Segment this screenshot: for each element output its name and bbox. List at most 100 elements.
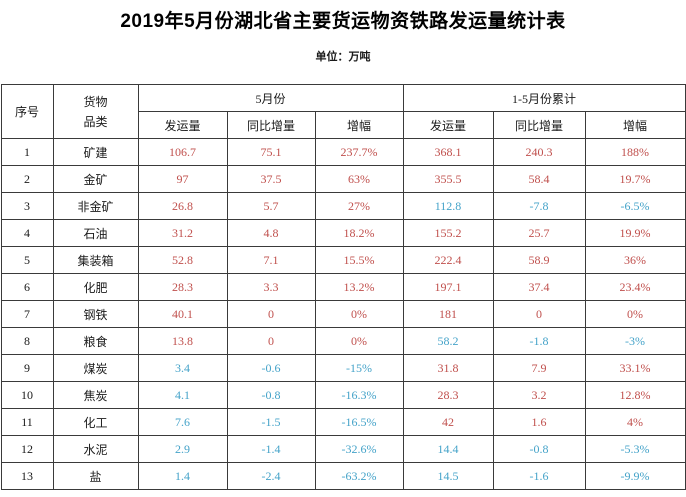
table-row: 9 煤炭 3.4 -0.6 -15% 31.8 7.9 33.1% [0,354,686,382]
cell-index: 4 [0,219,54,247]
cell-may-shipment: 106.7 [137,138,228,166]
cell-cum-growth: 19.9% [584,219,686,247]
cell-may-yoy: 0 [226,300,316,328]
cell-may-shipment: 1.4 [137,462,228,490]
cell-category: 焦炭 [52,381,139,409]
cell-cum-growth: 19.7% [584,165,686,193]
header-category: 货物 品类 [52,84,139,139]
cell-cum-growth: 12.8% [584,381,686,409]
cell-cum-growth: 4% [584,408,686,436]
cell-cum-shipment: 181 [402,300,494,328]
cell-cum-shipment: 222.4 [402,246,494,274]
cell-may-yoy: 75.1 [226,138,316,166]
cell-may-growth: 0% [314,327,404,355]
cell-category: 集装箱 [52,246,139,274]
header-category-line2: 品类 [83,114,108,129]
table-row: 3 非金矿 26.8 5.7 27% 112.8 -7.8 -6.5% [0,192,686,220]
cell-index: 9 [0,354,54,382]
cell-cum-yoy: -1.6 [492,462,586,490]
cell-may-growth: 0% [314,300,404,328]
cell-category: 钢铁 [52,300,139,328]
cell-cum-growth: 0% [584,300,686,328]
cell-cum-growth: 188% [584,138,686,166]
table-row: 11 化工 7.6 -1.5 -16.5% 42 1.6 4% [0,408,686,436]
header-may-shipment: 发运量 [137,111,228,139]
cell-category: 化工 [52,408,139,436]
table-row: 10 焦炭 4.1 -0.8 -16.3% 28.3 3.2 12.8% [0,381,686,409]
header-may-yoy: 同比增量 [226,111,316,139]
cell-cum-growth: -9.9% [584,462,686,490]
header-row-subcolumns: 发运量 同比增量 增幅 发运量 同比增量 增幅 [1,111,686,139]
table-row: 8 粮食 13.8 0 0% 58.2 -1.8 -3% [0,327,686,355]
cell-cum-shipment: 197.1 [402,273,494,301]
cell-may-growth: -16.3% [314,381,404,409]
cell-cum-yoy: 0 [492,300,586,328]
cell-category: 煤炭 [52,354,139,382]
cell-cum-shipment: 112.8 [402,192,494,220]
cell-may-growth: 13.2% [314,273,404,301]
cell-category: 非金矿 [52,192,139,220]
table-row: 5 集装箱 52.8 7.1 15.5% 222.4 58.9 36% [0,246,686,274]
cell-may-shipment: 28.3 [137,273,228,301]
cell-index: 6 [0,273,54,301]
header-may-growth: 增幅 [314,111,404,139]
cell-cum-shipment: 368.1 [402,138,494,166]
header-group-cumulative: 1-5月份累计 [402,84,686,112]
cell-cum-shipment: 58.2 [402,327,494,355]
cell-may-yoy: -0.6 [226,354,316,382]
cell-may-yoy: 5.7 [226,192,316,220]
cell-index: 12 [0,435,54,463]
cell-cum-growth: 33.1% [584,354,686,382]
cell-index: 10 [0,381,54,409]
cell-may-growth: 63% [314,165,404,193]
header-cum-shipment: 发运量 [402,111,494,139]
cell-may-yoy: -2.4 [226,462,316,490]
cell-index: 13 [0,462,54,490]
table-row: 7 钢铁 40.1 0 0% 181 0 0% [0,300,686,328]
cell-cum-yoy: 58.9 [492,246,586,274]
cell-may-shipment: 26.8 [137,192,228,220]
cell-index: 1 [0,138,54,166]
cell-cum-yoy: -7.8 [492,192,586,220]
cell-may-shipment: 31.2 [137,219,228,247]
cell-may-yoy: 37.5 [226,165,316,193]
cell-may-growth: 18.2% [314,219,404,247]
cell-may-yoy: 4.8 [226,219,316,247]
cell-category: 盐 [52,462,139,490]
cell-category: 矿建 [52,138,139,166]
cell-category: 石油 [52,219,139,247]
cell-cum-yoy: 240.3 [492,138,586,166]
cell-cum-shipment: 155.2 [402,219,494,247]
cell-may-growth: 15.5% [314,246,404,274]
cell-cum-shipment: 355.5 [402,165,494,193]
cell-index: 7 [0,300,54,328]
cell-may-shipment: 40.1 [137,300,228,328]
cell-may-shipment: 13.8 [137,327,228,355]
cell-may-shipment: 52.8 [137,246,228,274]
cell-cum-yoy: 7.9 [492,354,586,382]
cell-may-yoy: -0.8 [226,381,316,409]
cell-cum-yoy: -1.8 [492,327,586,355]
table-header: 序号 货物 品类 5月份 1-5月份累计 发运量 同比增量 增幅 发运量 同比增… [0,84,686,139]
page-title: 2019年5月份湖北省主要货运物资铁路发运量统计表 [120,11,566,32]
cell-cum-shipment: 28.3 [402,381,494,409]
cell-index: 3 [0,192,54,220]
table-row: 6 化肥 28.3 3.3 13.2% 197.1 37.4 23.4% [0,273,686,301]
cell-cum-growth: -6.5% [584,192,686,220]
cell-may-shipment: 97 [137,165,228,193]
cell-may-yoy: 3.3 [226,273,316,301]
table-row: 2 金矿 97 37.5 63% 355.5 58.4 19.7% [0,165,686,193]
cell-index: 8 [0,327,54,355]
header-cum-growth: 增幅 [584,111,686,139]
cell-cum-shipment: 14.5 [402,462,494,490]
table-body: 1 矿建 106.7 75.1 237.7% 368.1 240.3 188% 2 金矿 97 37.… [0,138,686,490]
table-row: 1 矿建 106.7 75.1 237.7% 368.1 240.3 188% [0,138,686,166]
cell-cum-yoy: 37.4 [492,273,586,301]
cell-category: 粮食 [52,327,139,355]
header-cum-yoy: 同比增量 [492,111,586,139]
cell-may-growth: 27% [314,192,404,220]
table-row: 13 盐 1.4 -2.4 -63.2% 14.5 -1.6 -9.9% [0,462,686,490]
cell-cum-growth: -3% [584,327,686,355]
cell-category: 金矿 [52,165,139,193]
cell-category: 化肥 [52,273,139,301]
